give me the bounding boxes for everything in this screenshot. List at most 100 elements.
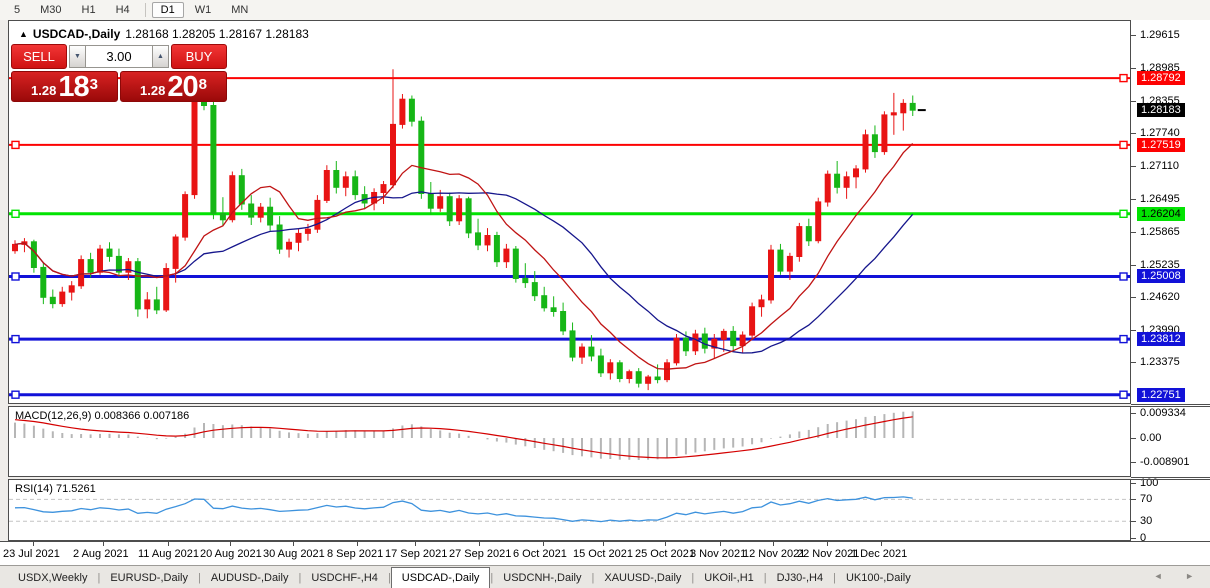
hline-anchor-left-1.22751[interactable] — [11, 390, 20, 399]
candle-body — [49, 296, 56, 305]
price-tick-label: 1.24620 — [1140, 291, 1180, 303]
candle-body — [758, 299, 765, 308]
hline-anchor-right-1.26204[interactable] — [1119, 209, 1128, 219]
candle-body — [257, 206, 264, 218]
tab-usdcad-daily[interactable]: USDCAD-,Daily — [390, 567, 491, 588]
rsi-chart — [9, 496, 1130, 523]
tab-separator: | — [197, 572, 201, 584]
candle-body — [456, 198, 463, 222]
date-label: 20 Aug 2021 — [200, 548, 262, 560]
ma-slow-line[interactable] — [14, 191, 914, 354]
ask-price-big: 20 — [167, 71, 198, 103]
candle-body — [40, 266, 47, 298]
hline-anchor-right-1.25008[interactable] — [1119, 272, 1128, 281]
candle-body — [390, 123, 396, 186]
price-level-badge-1.25008: 1.25008 — [1137, 269, 1185, 283]
candle-body — [238, 175, 245, 205]
candle-body — [78, 259, 85, 287]
tab-eurusd-daily[interactable]: EURUSD-,Daily — [110, 572, 188, 584]
ma-fast-line[interactable] — [14, 143, 914, 370]
tab-scroll-arrows[interactable]: ◄ ► — [1153, 571, 1204, 581]
timeframe-button-d1[interactable]: D1 — [151, 2, 184, 18]
candle-body — [862, 134, 869, 170]
price-tick — [1131, 166, 1136, 167]
candle-body — [871, 134, 878, 153]
candle-body — [201, 101, 207, 107]
date-tick — [827, 542, 828, 546]
candle-body — [654, 376, 661, 381]
candle-body — [286, 241, 292, 250]
candle-body — [427, 193, 434, 209]
tab-usdcnh-daily[interactable]: USDCNH-,Daily — [503, 572, 582, 584]
macd-axis-label: 0.00 — [1140, 432, 1162, 444]
candle-body — [512, 248, 519, 280]
candle-body — [304, 228, 311, 234]
candle-body — [314, 199, 321, 230]
collapse-panel-icon[interactable]: ▲ — [19, 29, 28, 39]
candle-body — [550, 307, 557, 312]
timeframe-button-h4[interactable]: H4 — [115, 4, 130, 16]
tab-separator: | — [763, 572, 767, 584]
volume-field[interactable]: 3.00 — [86, 45, 152, 68]
hline-anchor-left-1.23812[interactable] — [11, 334, 20, 344]
date-label: 6 Oct 2021 — [513, 548, 567, 560]
candle-body — [909, 102, 916, 111]
candlestick-chart — [9, 69, 1130, 399]
tab-xauusd-daily[interactable]: XAUUSD-,Daily — [604, 572, 682, 584]
macd-chart — [14, 411, 914, 460]
hline-anchor-right-1.22751[interactable] — [1119, 390, 1128, 399]
tab-ukoil-h1[interactable]: UKOil-,H1 — [704, 572, 754, 584]
buy-button[interactable]: BUY — [171, 44, 227, 69]
candle-body — [541, 295, 548, 309]
hline-anchor-right-1.28792[interactable] — [1119, 73, 1128, 83]
tab-uk100-daily[interactable]: UK100-,Daily — [845, 572, 911, 584]
date-label: 23 Jul 2021 — [3, 548, 60, 560]
candle-body — [323, 170, 330, 201]
tab-dj30-h4[interactable]: DJ30-,H4 — [776, 572, 824, 584]
date-axis: 23 Jul 2021 2 Aug 2021 11 Aug 2021 20 Aug 2… — [0, 541, 1210, 566]
rsi-axis-tick — [1131, 483, 1136, 484]
ask-price-box[interactable]: 1.28 20 8 — [120, 71, 227, 102]
tab-separator: | — [833, 572, 836, 584]
ask-price-prefix: 1.28 — [140, 83, 166, 98]
rsi-axis-label: 70 — [1140, 493, 1153, 505]
candle-body — [437, 196, 444, 209]
candle-body — [843, 176, 850, 188]
candle-body — [881, 114, 888, 153]
rsi-indicator-pane: RSI(14) 71.5261 — [8, 479, 1131, 541]
price-tick — [1131, 232, 1136, 233]
macd-axis-tick — [1131, 413, 1136, 414]
hline-anchor-right-1.27519[interactable] — [1119, 140, 1128, 150]
tab-usdchf-h4[interactable]: USDCHF-,H4 — [311, 572, 378, 584]
candle-body — [59, 291, 66, 305]
timeframe-button-5[interactable]: 5 — [14, 4, 21, 16]
hline-anchor-left-1.26204[interactable] — [11, 209, 20, 219]
timeframe-button-mn[interactable]: MN — [231, 4, 249, 16]
tab-separator: | — [691, 572, 695, 584]
candle-body — [97, 248, 103, 273]
rsi-axis-label: 100 — [1140, 477, 1159, 489]
pane-separator-line — [1131, 477, 1210, 478]
tab-audusd-daily[interactable]: AUDUSD-,Daily — [210, 572, 289, 584]
candle-body — [664, 362, 670, 381]
candle-body — [616, 362, 623, 379]
price-tick — [1131, 35, 1136, 36]
bid-price-box[interactable]: 1.28 18 3 — [11, 71, 118, 102]
tab-usdx-weekly[interactable]: USDX,Weekly — [18, 572, 88, 584]
candle-body — [182, 194, 189, 238]
sell-button[interactable]: SELL — [11, 44, 67, 69]
date-tick — [33, 542, 34, 546]
candle-body — [796, 226, 803, 258]
timeframe-button-m30[interactable]: M30 — [40, 4, 62, 16]
candle-body — [68, 285, 75, 293]
volume-increase-button[interactable]: ▲ — [152, 45, 169, 68]
price-tick-label: 1.26495 — [1140, 193, 1180, 205]
hline-anchor-left-1.25008[interactable] — [11, 272, 20, 281]
timeframe-button-h1[interactable]: H1 — [81, 4, 96, 16]
hline-anchor-left-1.27519[interactable] — [11, 140, 20, 150]
timeframe-button-w1[interactable]: W1 — [194, 4, 212, 16]
volume-decrease-button[interactable]: ▼ — [69, 45, 86, 68]
hline-anchor-right-1.23812[interactable] — [1119, 334, 1128, 344]
chart-title: ▲ USDCAD-,Daily 1.28168 1.28205 1.28167 … — [19, 27, 309, 41]
